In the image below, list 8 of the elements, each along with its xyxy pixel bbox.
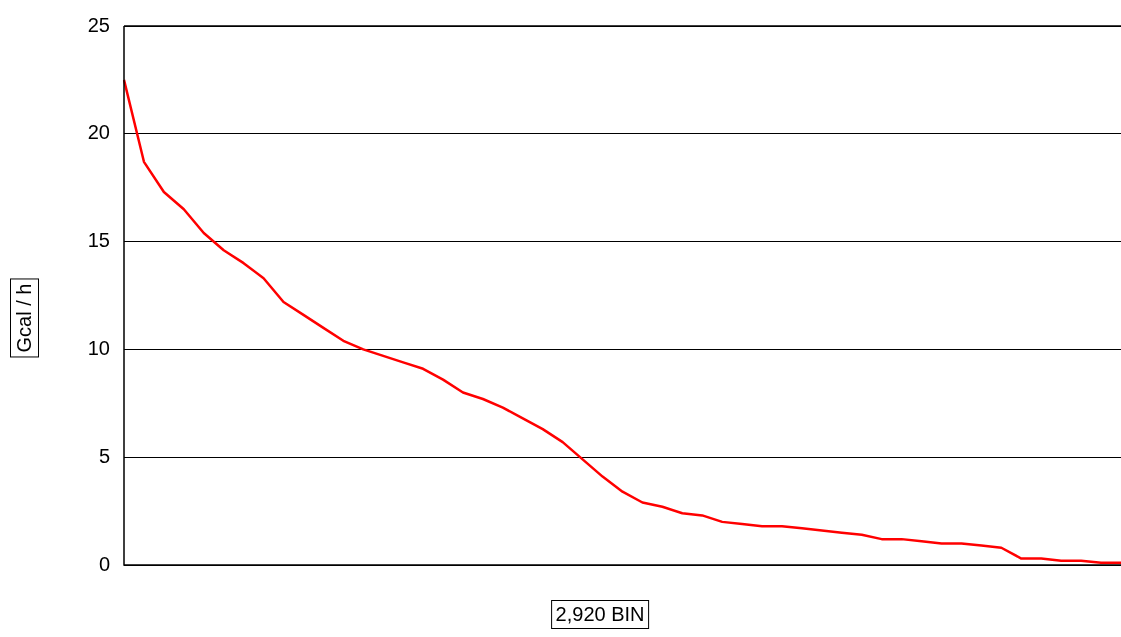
y-tick-label: 15 [87, 229, 110, 252]
y-axis-title: Gcal / h [10, 278, 39, 358]
y-tick-label: 25 [87, 13, 110, 36]
x-axis-title: 2,920 BIN [550, 600, 650, 629]
y-tick-label: 20 [87, 121, 110, 144]
y-tick-label: 0 [98, 552, 110, 575]
y-tick-label: 10 [87, 336, 110, 359]
y-tick-label: 5 [98, 444, 110, 467]
